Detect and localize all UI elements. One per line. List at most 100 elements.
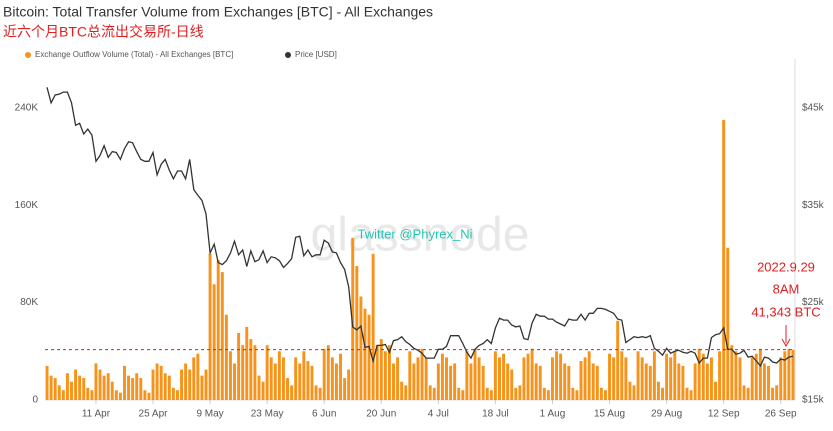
bar [212, 284, 216, 400]
bar [599, 387, 603, 400]
y-tick-label: 160K [15, 200, 39, 211]
bar [265, 345, 269, 400]
bar [428, 385, 432, 400]
bar [396, 357, 400, 400]
bar [171, 387, 175, 400]
bar [192, 357, 196, 400]
bar [709, 357, 713, 400]
bar [542, 387, 546, 400]
bar [783, 351, 787, 400]
bar [159, 365, 163, 400]
legend-swatch [285, 52, 291, 58]
bar [465, 351, 469, 400]
bar [583, 357, 587, 400]
bar [612, 357, 616, 400]
bar [355, 266, 359, 400]
bar [351, 238, 355, 400]
bar [498, 357, 501, 400]
bar [302, 351, 306, 400]
bar [559, 353, 563, 400]
bar [135, 373, 139, 400]
y2-tick-label: $45k [802, 102, 825, 113]
bar [261, 381, 265, 400]
bar [481, 365, 485, 400]
bar [636, 351, 640, 400]
legend: Exchange Outflow Volume (Total) - All Ex… [25, 50, 337, 59]
bar [224, 314, 228, 400]
bar [310, 365, 314, 400]
bar [477, 357, 481, 400]
bar [648, 365, 652, 400]
bar [220, 272, 224, 400]
bar [253, 345, 257, 400]
bar [555, 351, 559, 400]
bar [82, 378, 86, 400]
chart-subtitle: 近六个月BTC总流出交易所-日线 [3, 24, 204, 40]
x-tick-label: 23 May [251, 409, 284, 420]
bar [404, 385, 408, 400]
bar [587, 351, 591, 400]
bar [318, 387, 322, 400]
bar [339, 353, 342, 400]
bar [591, 363, 595, 400]
bar [693, 363, 697, 400]
bar [522, 357, 526, 400]
bar [383, 351, 387, 400]
bar [705, 363, 709, 400]
bar [123, 365, 126, 400]
bar [127, 375, 131, 400]
bar [78, 375, 82, 400]
bar [196, 353, 200, 400]
bar [538, 365, 542, 400]
bar [652, 351, 656, 400]
bar [249, 339, 253, 400]
bar [94, 363, 98, 400]
bar [139, 378, 143, 400]
bar [616, 320, 620, 400]
bar [53, 378, 57, 400]
bar [110, 381, 114, 400]
bar [485, 387, 489, 400]
bar [237, 333, 241, 400]
bar [567, 365, 571, 400]
bar [367, 314, 371, 400]
bar [241, 345, 245, 400]
bar [767, 365, 770, 400]
bar [493, 351, 497, 400]
bar [294, 357, 298, 400]
legend-label: Exchange Outflow Volume (Total) - All Ex… [35, 50, 233, 59]
bar [656, 381, 660, 400]
bar [420, 348, 424, 400]
annotation: 41,343 BTC [751, 304, 820, 319]
bar [628, 381, 632, 400]
bar [379, 339, 383, 400]
bar [571, 387, 575, 400]
legend-swatch [25, 52, 31, 58]
x-tick-label: 18 Jul [482, 409, 509, 420]
bar [412, 363, 416, 400]
bar [343, 378, 347, 400]
y2-tick-label: $35k [802, 200, 825, 211]
bar [326, 345, 330, 400]
bar [245, 326, 249, 400]
bar [114, 390, 118, 400]
price-line [46, 87, 794, 368]
bar [461, 390, 465, 400]
x-tick-label: 4 Jul [428, 409, 449, 420]
bar [347, 369, 351, 400]
bar [440, 353, 444, 400]
bar [424, 357, 428, 400]
bar [416, 357, 420, 400]
bar [791, 349, 795, 400]
bar [180, 369, 184, 400]
bar [473, 348, 477, 400]
bar [436, 363, 440, 400]
bar [118, 392, 122, 400]
bar [257, 375, 261, 400]
bar [269, 357, 273, 400]
bar [746, 387, 750, 400]
bar [363, 308, 367, 400]
bar [551, 357, 554, 400]
bar [151, 369, 155, 400]
x-tick-label: 11 Apr [82, 409, 111, 420]
